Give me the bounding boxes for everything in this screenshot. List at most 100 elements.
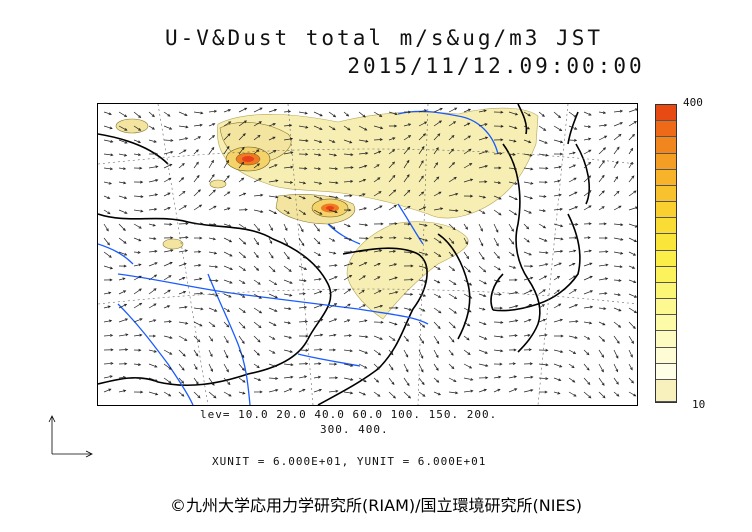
wind-arrow [568,363,575,368]
wind-arrow [358,377,367,383]
wind-arrow-head [468,365,473,369]
wind-arrow [433,265,441,270]
wind-arrow-head [572,275,577,279]
wind-arrow [268,265,276,272]
wind-arrow [628,363,633,370]
wind-arrow-head [123,264,127,268]
wind-arrow [433,133,441,141]
wind-arrow-head [574,236,578,240]
wind-arrow [448,121,456,127]
wind-arrow [433,349,439,358]
wind-arrow-head [420,369,424,373]
wind-arrow-head [406,174,410,178]
wind-arrow-head [260,193,264,197]
wind-arrow [508,376,517,379]
wind-arrow-head [350,166,354,170]
wind-arrow-head [377,177,381,181]
wind-arrow-head [317,375,322,379]
wind-arrow-head [197,339,201,343]
colorbar-cell [656,218,676,235]
wind-arrow-head [438,254,442,257]
colorbar-cell [656,250,676,267]
wind-arrow-head [632,252,637,256]
wind-arrow [298,375,307,379]
wind-arrow [298,265,307,270]
wind-arrow-head [515,291,519,295]
wind-arrow-head [635,206,637,210]
wind-arrow [193,149,199,155]
wind-arrow [478,307,485,311]
wind-arrow-head [227,133,231,137]
wind-arrow [433,363,439,371]
wind-arrow-head [465,226,468,230]
wind-arrow [283,293,292,296]
wind-arrow-head [289,180,294,184]
wind-arrow-head [304,111,308,115]
wind-arrow-head [573,114,577,118]
wind-arrow-head [305,348,309,352]
wind-arrow-head [334,376,339,380]
wind-arrow-head [379,205,383,209]
wind-arrow [508,320,518,323]
wind-arrow [163,207,171,211]
wind-arrow [493,349,503,352]
wind-arrow [583,321,592,324]
wind-arrow-head [255,254,259,259]
wind-arrow [238,391,245,394]
wind-arrow [388,250,396,253]
wind-arrow-head [574,206,579,209]
wind-arrow [193,175,200,183]
wind-arrow [613,205,622,211]
wind-arrow [148,139,157,143]
vector-scale-key [48,415,93,458]
wind-arrow-head [302,292,306,296]
wind-arrow-head [199,123,203,127]
wind-arrow [253,377,261,381]
wind-arrow-head [288,196,292,200]
wind-arrow-head [422,133,427,137]
wind-arrow-head [589,305,594,309]
wind-arrow [508,388,517,393]
wind-arrow-head [226,145,230,150]
wind-arrow-head [630,354,633,358]
wind-arrow [223,363,229,373]
wind-arrow-head [467,323,471,327]
wind-arrow-head [557,391,561,395]
wind-arrow-head [500,320,504,324]
wind-arrow [343,319,350,323]
wind-arrow [433,176,439,183]
wind-arrow [118,195,127,199]
wind-arrow-head [470,194,474,198]
wind-arrow-head [498,212,502,216]
wind-arrow [388,189,396,197]
wind-arrow [523,125,530,130]
wind-arrow [478,195,486,198]
wind-arrow-head [183,149,187,153]
wind-arrow-head [257,339,261,343]
wind-arrow [403,237,412,240]
wind-arrow-head [618,324,622,328]
wind-arrow [178,263,187,267]
wind-arrow [433,279,440,284]
wind-arrow [403,123,411,127]
wind-arrow [238,321,246,329]
wind-arrow-head [514,126,518,130]
wind-arrow-head [195,381,199,385]
wind-arrow [583,149,592,155]
wind-arrow-head [346,113,350,117]
wind-arrow-head [500,124,504,128]
wind-arrow-head [631,175,635,179]
wind-arrow [283,195,292,199]
wind-arrow [103,125,113,129]
wind-arrow [448,209,458,212]
wind-arrow-head [198,263,202,267]
wind-arrow [463,307,472,313]
wind-arrow-head [109,126,113,130]
wind-arrow-head [319,127,323,130]
wind-arrow-head [302,255,306,259]
wind-arrow-head [558,378,562,382]
wind-arrow [328,251,336,254]
wind-arrow-head [435,354,439,359]
wind-arrow [223,160,229,169]
wind-arrow-head [167,305,171,308]
